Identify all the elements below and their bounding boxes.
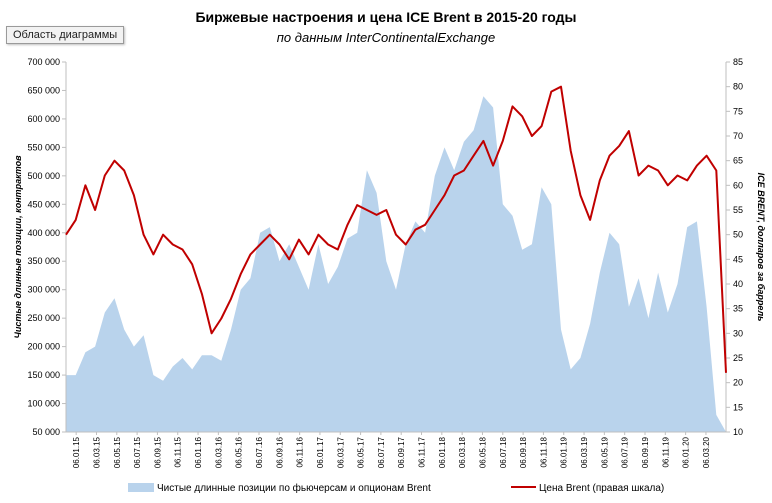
x-tick-label: 06.03.17 <box>336 436 345 468</box>
legend-label-area: Чистые длинные позиции по фьючерсам и оп… <box>157 482 431 494</box>
x-tick-label: 06.03.15 <box>92 436 101 468</box>
x-tick-label: 06.09.15 <box>153 436 162 468</box>
y-left-tick-label: 300 000 <box>27 285 60 295</box>
x-tick-label: 06.11.16 <box>296 436 305 467</box>
x-tick-label: 06.11.18 <box>539 436 548 467</box>
x-tick-label: 06.09.16 <box>275 436 284 468</box>
y-right-tick-label: 15 <box>733 402 743 412</box>
x-tick-label: 06.01.16 <box>194 436 203 468</box>
y-right-tick-label: 50 <box>733 230 743 240</box>
y-right-tick-label: 35 <box>733 304 743 314</box>
y-left-tick-label: 700 000 <box>27 57 60 67</box>
x-tick-label: 06.09.18 <box>519 436 528 468</box>
x-tick-label: 06.11.19 <box>661 436 670 467</box>
y-right-tick-label: 80 <box>733 82 743 92</box>
y-left-tick-label: 100 000 <box>27 399 60 409</box>
line-series-brent <box>65 85 727 373</box>
y-left-tick-label: 50 000 <box>32 427 60 437</box>
x-tick-label: 06.03.20 <box>702 436 711 468</box>
x-tick-label: 06.05.16 <box>235 436 244 468</box>
x-tick-label: 06.05.15 <box>113 436 122 468</box>
x-tick-label: 06.01.17 <box>316 436 325 468</box>
y-left-tick-label: 150 000 <box>27 370 60 380</box>
y-right-tick-label: 20 <box>733 378 743 388</box>
y-left-tick-label: 550 000 <box>27 142 60 152</box>
y-right-tick-label: 85 <box>733 57 743 67</box>
x-tick-label: 06.01.19 <box>560 436 569 468</box>
x-tick-label: 06.07.15 <box>133 436 142 468</box>
y-left-tick-label: 500 000 <box>27 171 60 181</box>
y-left-tick-label: 600 000 <box>27 114 60 124</box>
y-left-tick-label: 400 000 <box>27 228 60 238</box>
x-tick-label: 06.05.19 <box>600 436 609 468</box>
x-tick-label: 06.07.17 <box>377 436 386 468</box>
y-left-tick-label: 450 000 <box>27 199 60 209</box>
x-tick-label: 06.11.15 <box>174 436 183 467</box>
area-series-positions <box>66 96 726 432</box>
chart-area-button[interactable]: Область диаграммы <box>6 26 125 44</box>
x-tick-label: 06.07.18 <box>499 436 508 468</box>
x-tick-label: 06.05.18 <box>478 436 487 468</box>
y-right-tick-label: 30 <box>733 328 743 338</box>
x-tick-label: 06.01.18 <box>438 436 447 468</box>
y-right-tick-label: 70 <box>733 131 743 141</box>
x-tick-label: 06.07.19 <box>621 436 630 468</box>
x-tick-label: 06.03.19 <box>580 436 589 468</box>
y-left-axis-title: Чистые длинные позиции, контрактов <box>13 155 23 339</box>
x-tick-label: 06.03.16 <box>214 436 223 468</box>
y-left-tick-label: 250 000 <box>27 313 60 323</box>
x-tick-label: 06.07.16 <box>255 436 264 468</box>
y-right-tick-label: 75 <box>733 106 743 116</box>
x-tick-label: 06.09.17 <box>397 436 406 468</box>
y-right-tick-label: 65 <box>733 156 743 166</box>
y-left-tick-label: 200 000 <box>27 342 60 352</box>
y-left-tick-label: 650 000 <box>27 85 60 95</box>
chart-subtitle: по данным InterContinentalExchange <box>276 30 496 45</box>
y-right-tick-label: 40 <box>733 279 743 289</box>
x-tick-label: 06.01.20 <box>682 436 691 468</box>
y-left-tick-label: 350 000 <box>27 256 60 266</box>
x-tick-label: 06.05.17 <box>357 436 366 468</box>
y-right-tick-label: 60 <box>733 180 743 190</box>
x-tick-label: 06.01.15 <box>72 436 81 468</box>
chart-title: Биржевые настроения и цена ICE Brent в 2… <box>195 9 577 25</box>
legend-swatch-area <box>128 483 154 492</box>
y-right-axis-title: ICE BRENT, долларов за баррель <box>756 173 766 322</box>
x-tick-label: 06.09.19 <box>641 436 650 468</box>
y-right-tick-label: 45 <box>733 254 743 264</box>
y-right-tick-label: 25 <box>733 353 743 363</box>
x-tick-label: 06.11.17 <box>418 436 427 467</box>
y-right-tick-label: 10 <box>733 427 743 437</box>
y-right-tick-label: 55 <box>733 205 743 215</box>
legend-label-line: Цена Brent (правая шкала) <box>539 483 664 494</box>
x-tick-label: 06.03.18 <box>458 436 467 468</box>
